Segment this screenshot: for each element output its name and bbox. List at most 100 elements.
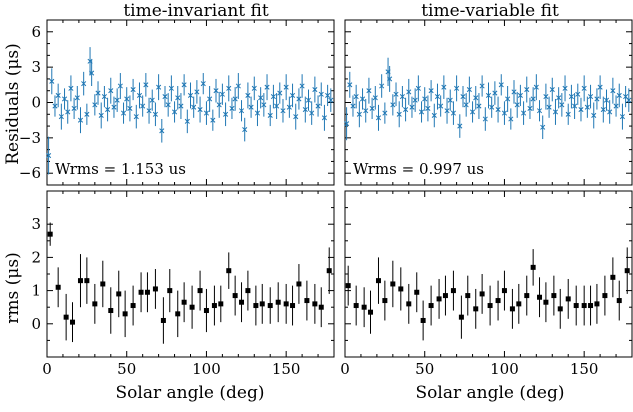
data-point [191, 97, 195, 118]
marker-square [56, 285, 61, 290]
data-point [410, 97, 414, 118]
marker-square [253, 303, 258, 308]
data-point [212, 286, 217, 326]
data-point [537, 277, 542, 317]
data-point [284, 284, 289, 324]
y-tick-label: 0 [31, 315, 41, 333]
data-point [300, 74, 304, 98]
data-point [319, 287, 324, 327]
marker-square [226, 268, 231, 273]
marker-square [574, 303, 579, 308]
data-point [382, 281, 387, 321]
marker-square [390, 281, 395, 286]
data-point [467, 77, 471, 103]
y-tick-label: 2 [31, 248, 41, 266]
data-point [297, 88, 301, 109]
data-point [249, 97, 253, 118]
data-point [156, 74, 160, 100]
data-point [190, 286, 195, 329]
data-point [150, 90, 154, 111]
data-point [505, 86, 509, 112]
marker-square [451, 288, 456, 293]
data-point [78, 107, 82, 133]
data-point [145, 272, 150, 312]
marker-square [516, 301, 521, 306]
data-point [394, 82, 398, 106]
data-point [367, 78, 371, 104]
data-point [48, 223, 53, 246]
data-point [176, 86, 180, 110]
data-point [480, 274, 485, 314]
marker-square [296, 281, 301, 286]
marker-square [543, 300, 548, 305]
data-point [602, 276, 607, 316]
marker-square [346, 283, 351, 288]
data-point [226, 252, 231, 289]
data-point [576, 84, 580, 105]
data-point [416, 75, 420, 101]
marker-square [362, 305, 367, 310]
x-tick-label: 50 [415, 360, 434, 378]
data-point [496, 281, 501, 321]
data-point [72, 98, 76, 119]
marker-square [558, 306, 563, 311]
data-point [610, 257, 615, 297]
data-point [112, 97, 116, 118]
data-point [493, 81, 497, 105]
marker-square [421, 318, 426, 323]
marker-square [537, 295, 542, 300]
data-point [435, 84, 439, 110]
marker-square [354, 303, 359, 308]
data-point [313, 77, 317, 103]
data-point [376, 105, 380, 131]
data-point [214, 79, 218, 103]
data-point [558, 289, 563, 329]
data-point [296, 264, 301, 304]
wrms-annotation: Wrms = 1.153 us [55, 160, 186, 178]
data-point [239, 100, 243, 121]
data-point [278, 82, 282, 103]
data-point [451, 101, 455, 125]
data-point [70, 302, 75, 342]
data-point [620, 104, 624, 130]
data-point [329, 88, 333, 112]
marker-square [473, 306, 478, 311]
data-point [284, 74, 288, 100]
data-point [116, 271, 121, 317]
x-tick-label: 100 [490, 360, 519, 378]
data-point [108, 287, 113, 333]
data-point [56, 84, 60, 108]
marker-square [198, 288, 203, 293]
x-tick-label: 0 [42, 360, 52, 378]
data-point [56, 267, 61, 307]
marker-square [610, 275, 615, 280]
data-point [172, 101, 176, 122]
data-point [287, 97, 291, 118]
data-point [160, 119, 164, 143]
data-point [167, 269, 172, 312]
data-point [281, 99, 285, 123]
data-point [69, 75, 73, 101]
data-point [594, 284, 599, 324]
data-point [322, 105, 326, 131]
data-point [451, 271, 456, 311]
data-point [364, 99, 368, 123]
data-point [524, 276, 529, 316]
x-tick-label: 150 [570, 360, 599, 378]
data-point [255, 100, 259, 126]
ylabel-bottom: rms (μs) [3, 252, 23, 323]
marker-square [594, 301, 599, 306]
data-point [550, 78, 554, 102]
data-point [195, 80, 199, 104]
data-point [239, 282, 244, 322]
marker-square [204, 308, 209, 313]
data-point [185, 110, 189, 134]
xlabel-right: Solar angle (deg) [416, 383, 565, 403]
data-point [198, 271, 203, 311]
marker-square [602, 293, 607, 298]
data-point [153, 103, 157, 127]
data-point [579, 98, 583, 122]
data-point [390, 261, 395, 307]
data-point [201, 73, 205, 94]
